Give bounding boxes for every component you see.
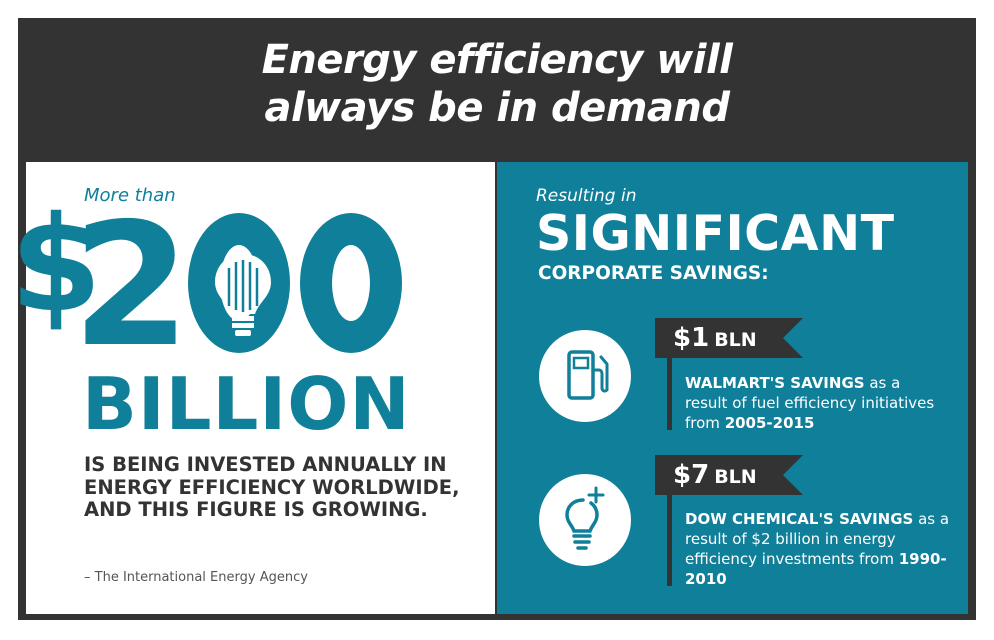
fuel-pump-icon [567, 350, 609, 400]
dow-desc-text: as a result of $2 billion in energy effi… [685, 510, 950, 568]
dow-unit: BLN [714, 466, 757, 488]
dow-banner: $7 BLN [655, 455, 803, 495]
investment-statement: IS BEING INVESTED ANNUALLY IN ENERGY EFF… [84, 453, 460, 521]
banner-ribbon [655, 455, 803, 495]
title-line-1: Energy efficiency will [261, 37, 733, 83]
dow-desc-bold: DOW CHEMICAL'S SAVINGS [685, 510, 914, 528]
lightbulb-plus-icon [565, 486, 605, 550]
walmart-unit: BLN [714, 329, 757, 351]
walmart-description: WALMART'S SAVINGS as a result of fuel ef… [685, 373, 945, 433]
investment-lead: More than [84, 185, 176, 206]
digit-two: 2 [72, 187, 191, 385]
savings-lead: Resulting in [536, 186, 637, 206]
billion-label: BILLION [82, 362, 411, 446]
walmart-banner: $1 BLN [655, 318, 803, 358]
dow-amount: $7 [673, 460, 710, 490]
walmart-desc-text: as a result of fuel efficiency initiativ… [685, 374, 935, 432]
banner-ribbon [655, 318, 803, 358]
walmart-desc-bold: WALMART'S SAVINGS [685, 374, 865, 392]
led-bulb-icon [215, 254, 271, 336]
fuel-circle [539, 330, 631, 422]
source-attribution: – The International Energy Agency [84, 570, 308, 585]
dollar-sign: $ [10, 188, 102, 342]
walmart-desc-years: 2005-2015 [724, 414, 815, 432]
bulb-circle [539, 474, 631, 566]
digit-zero [300, 213, 402, 353]
title-line-2: always be in demand [264, 85, 730, 131]
walmart-amount: $1 [673, 323, 710, 353]
savings-headline: SIGNIFICANT [536, 205, 895, 262]
dow-desc-years: 1990-2010 [685, 550, 947, 588]
infographic-title: Energy efficiency will always be in dema… [18, 36, 976, 132]
dow-description: DOW CHEMICAL'S SAVINGS as a result of $2… [685, 509, 955, 589]
dow-divider [667, 466, 672, 586]
walmart-divider [667, 330, 672, 430]
savings-subheadline: CORPORATE SAVINGS: [538, 263, 769, 284]
